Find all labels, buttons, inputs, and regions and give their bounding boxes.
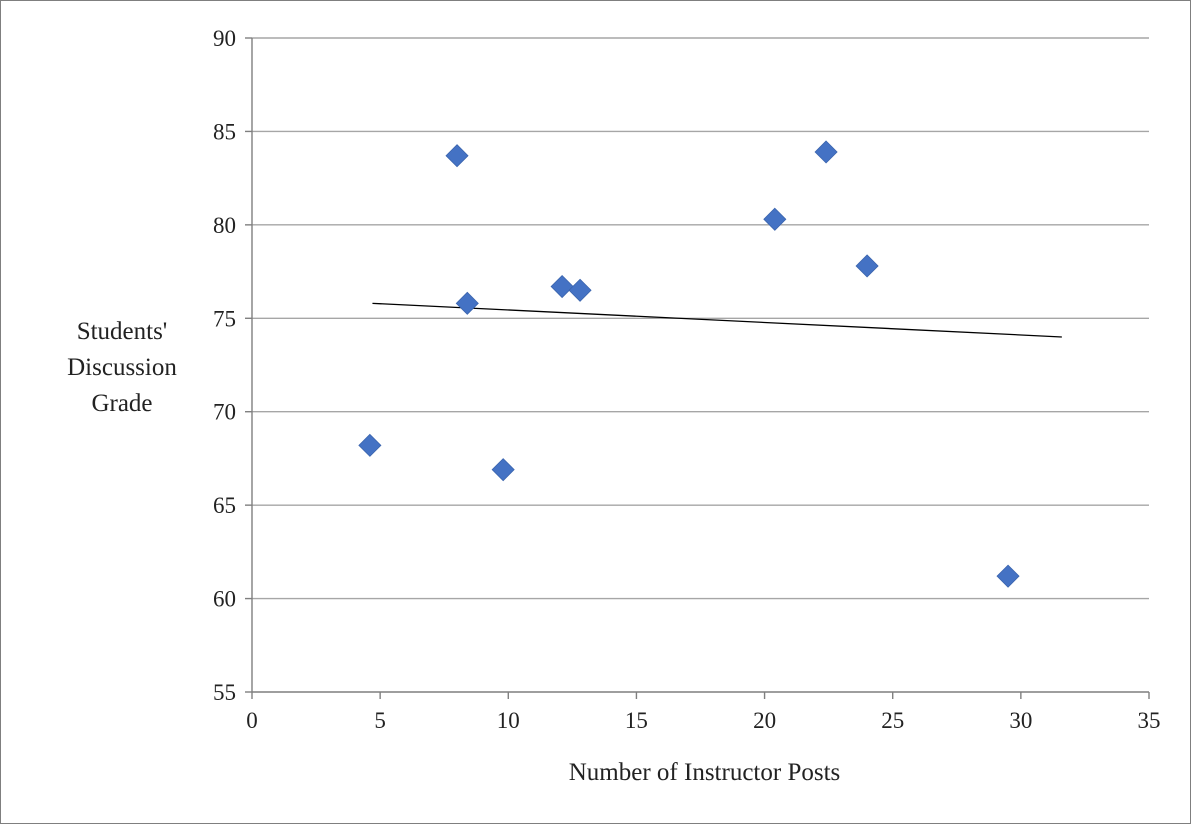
x-tick-label: 35 (1138, 708, 1161, 733)
y-axis-label-line: Grade (91, 390, 152, 417)
x-axis-label: Number of Instructor Posts (569, 759, 841, 786)
y-axis-label-line: Discussion (67, 354, 177, 381)
y-tick-label: 75 (213, 306, 236, 331)
data-point (358, 433, 382, 457)
x-tick-label: 5 (374, 708, 386, 733)
x-tick-label: 0 (246, 708, 258, 733)
data-point (568, 278, 592, 302)
x-tick-labels: 0 5 10 15 20 25 30 35 (246, 708, 1160, 733)
y-tick-label: 80 (213, 213, 236, 238)
y-axis-label-line: Students' (77, 318, 168, 345)
data-point (996, 564, 1020, 588)
y-tick-label: 70 (213, 400, 236, 425)
x-tick-label: 10 (497, 708, 520, 733)
y-tick-label: 55 (213, 680, 236, 705)
data-point (855, 254, 879, 278)
data-points (358, 140, 1020, 588)
data-point (550, 274, 574, 299)
trendline (372, 302, 1062, 338)
y-tick-label: 60 (213, 587, 236, 612)
y-tick-label: 65 (213, 493, 236, 518)
y-tick-label: 90 (213, 26, 236, 51)
data-point (445, 144, 469, 168)
data-point (455, 291, 479, 315)
y-axis-label: Students' Discussion Grade (67, 318, 177, 417)
data-point (491, 458, 515, 482)
x-tick-label: 25 (881, 708, 904, 733)
gridlines (252, 37, 1149, 600)
x-tick-label: 20 (753, 708, 776, 733)
data-point (763, 207, 787, 231)
axes (245, 37, 1150, 699)
x-tick-label: 15 (625, 708, 648, 733)
x-tick-label: 30 (1009, 708, 1032, 733)
trendline-group (372, 302, 1062, 338)
y-tick-labels: 55 60 65 70 75 80 85 90 (213, 26, 236, 705)
y-tick-label: 85 (213, 119, 236, 144)
data-point (814, 140, 838, 164)
